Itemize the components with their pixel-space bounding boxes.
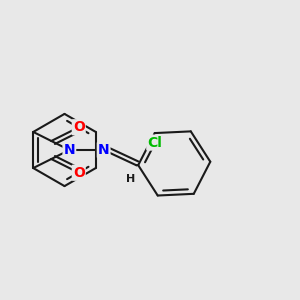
- Text: N: N: [98, 143, 109, 157]
- Text: N: N: [64, 143, 75, 157]
- Text: O: O: [73, 166, 85, 180]
- Text: O: O: [73, 120, 85, 134]
- Text: H: H: [126, 174, 135, 184]
- Text: Cl: Cl: [147, 136, 162, 150]
